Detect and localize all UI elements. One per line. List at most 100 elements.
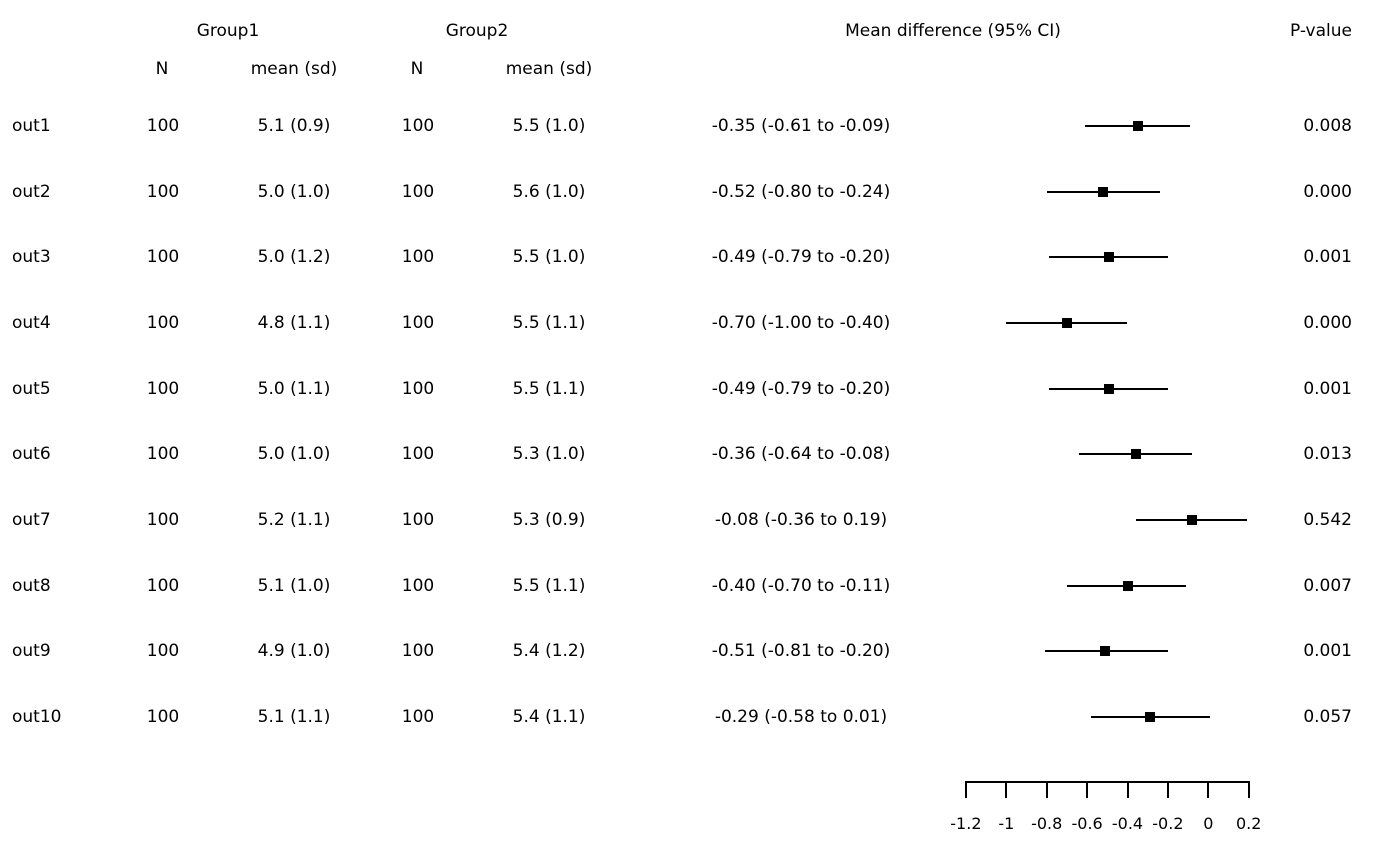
outcome-label: out6: [12, 444, 51, 465]
group2-mean-sd-value: 5.5 (1.0): [512, 116, 586, 136]
mean-difference-ci-value: -0.49 (-0.79 to -0.20): [711, 247, 891, 268]
table-row: out10 100 5.1 (1.1) 100 5.4 (1.1) -0.29 …: [0, 684, 1400, 750]
outcome-label: out8: [12, 575, 51, 596]
outcome-label: out4: [12, 313, 51, 333]
outcome-label: out2: [12, 181, 51, 202]
group1-mean-sd-value: 5.1 (1.0): [257, 575, 331, 596]
group2-mean-sd-value: 5.5 (1.1): [512, 575, 586, 596]
group2-n-value: 100: [401, 181, 435, 202]
group1-n-value: 100: [146, 116, 180, 136]
group1-mean-sd-header: mean (sd): [250, 59, 338, 79]
x-axis-tick-label: -1.2: [950, 814, 982, 833]
group2-mean-sd-value: 5.5 (1.1): [512, 378, 586, 399]
group2-mean-sd-value: 5.4 (1.1): [512, 707, 586, 727]
group1-n-value: 100: [146, 510, 180, 530]
group1-mean-sd-value: 5.0 (1.0): [257, 181, 331, 202]
x-axis-tick: [1126, 781, 1129, 798]
point-estimate-marker: [1061, 318, 1072, 328]
group2-n-value: 100: [401, 313, 435, 333]
x-axis-tick-label: -1: [998, 814, 1015, 833]
x-axis-tick-label: -0.8: [1031, 814, 1063, 833]
p-value: 0.007: [1303, 575, 1352, 596]
group1-mean-sd-value: 5.2 (1.1): [257, 510, 331, 530]
point-estimate-marker: [1144, 712, 1155, 722]
mean-difference-ci-value: -0.52 (-0.80 to -0.24): [711, 181, 891, 202]
group1-n-value: 100: [146, 641, 180, 662]
table-row: out1 100 5.1 (0.9) 100 5.5 (1.0) -0.35 (…: [0, 93, 1400, 159]
group2-n-value: 100: [401, 444, 435, 465]
group1-mean-sd-value: 4.9 (1.0): [257, 641, 331, 662]
group2-mean-sd-value: 5.6 (1.0): [512, 181, 586, 202]
table-row: out4 100 4.8 (1.1) 100 5.5 (1.1) -0.70 (…: [0, 290, 1400, 356]
group1-n-header: N: [155, 59, 169, 79]
group2-n-value: 100: [401, 575, 435, 596]
table-row: out2 100 5.0 (1.0) 100 5.6 (1.0) -0.52 (…: [0, 159, 1400, 225]
point-estimate-marker: [1132, 121, 1143, 131]
mean-difference-ci-value: -0.36 (-0.64 to -0.08): [711, 444, 891, 465]
group1-mean-sd-value: 5.0 (1.1): [257, 378, 331, 399]
outcome-label: out5: [12, 378, 51, 399]
group1-mean-sd-value: 5.0 (1.0): [257, 444, 331, 465]
point-estimate-marker: [1104, 383, 1115, 394]
group2-mean-sd-header: mean (sd): [505, 59, 593, 79]
x-axis-tick: [1207, 781, 1210, 798]
group2-n-value: 100: [401, 707, 435, 727]
group1-mean-sd-value: 5.0 (1.2): [257, 247, 331, 268]
group2-mean-sd-value: 5.3 (0.9): [512, 510, 586, 530]
p-value: 0.000: [1303, 181, 1352, 202]
group2-n-value: 100: [401, 116, 435, 136]
group1-n-value: 100: [146, 444, 180, 465]
group2-n-value: 100: [401, 641, 435, 662]
group2-n-header: N: [410, 59, 424, 79]
group2-n-value: 100: [401, 247, 435, 268]
p-value: 0.008: [1303, 116, 1352, 136]
group2-n-value: 100: [401, 378, 435, 399]
group1-mean-sd-value: 5.1 (1.1): [257, 707, 331, 727]
mean-difference-ci-value: -0.35 (-0.61 to -0.09): [711, 116, 891, 136]
x-axis-tick-label: -0.6: [1071, 814, 1103, 833]
x-axis-tick: [1005, 781, 1008, 798]
group2-mean-sd-value: 5.3 (1.0): [512, 444, 586, 465]
x-axis-tick-label: -0.2: [1152, 814, 1184, 833]
mean-difference-ci-value: -0.70 (-1.00 to -0.40): [711, 313, 891, 333]
group2-mean-sd-value: 5.5 (1.0): [512, 247, 586, 268]
p-value: 0.542: [1303, 510, 1352, 530]
x-axis-tick-label: -0.4: [1111, 814, 1144, 833]
x-axis-tick: [964, 781, 967, 798]
outcome-label: out3: [12, 247, 51, 268]
table-row: out5 100 5.0 (1.1) 100 5.5 (1.1) -0.49 (…: [0, 356, 1400, 422]
x-axis-tick: [1086, 781, 1089, 798]
group1-n-value: 100: [146, 181, 180, 202]
point-estimate-marker: [1104, 252, 1115, 263]
x-axis-line: [965, 781, 1249, 783]
group1-n-value: 100: [146, 575, 180, 596]
point-estimate-marker: [1122, 580, 1133, 591]
p-value: 0.001: [1303, 378, 1352, 399]
x-axis-tick-label: 0.2: [1235, 814, 1262, 833]
point-estimate-marker: [1100, 646, 1111, 657]
table-row: out3 100 5.0 (1.2) 100 5.5 (1.0) -0.49 (…: [0, 224, 1400, 290]
x-axis-tick: [1247, 781, 1250, 798]
point-estimate-marker: [1187, 515, 1198, 525]
group1-mean-sd-value: 4.8 (1.1): [257, 313, 331, 333]
table-row: out6 100 5.0 (1.0) 100 5.3 (1.0) -0.36 (…: [0, 421, 1400, 487]
outcome-label: out9: [12, 641, 51, 662]
group2-header: Group2: [445, 21, 509, 41]
group1-n-value: 100: [146, 247, 180, 268]
mean-difference-ci-value: -0.51 (-0.81 to -0.20): [711, 641, 891, 662]
group1-mean-sd-value: 5.1 (0.9): [257, 116, 331, 136]
group2-mean-sd-value: 5.5 (1.1): [512, 313, 586, 333]
x-axis-tick-label: 0: [1203, 814, 1214, 833]
p-value: 0.013: [1303, 444, 1352, 465]
x-axis-tick: [1166, 781, 1169, 798]
p-value: 0.001: [1303, 247, 1352, 268]
outcome-label: out10: [12, 707, 62, 727]
mean-difference-header: Mean difference (95% CI): [845, 21, 1061, 41]
mean-difference-ci-value: -0.08 (-0.36 to 0.19): [714, 510, 888, 530]
point-estimate-marker: [1098, 186, 1109, 197]
group1-header: Group1: [196, 21, 260, 41]
p-value: 0.000: [1303, 313, 1352, 333]
